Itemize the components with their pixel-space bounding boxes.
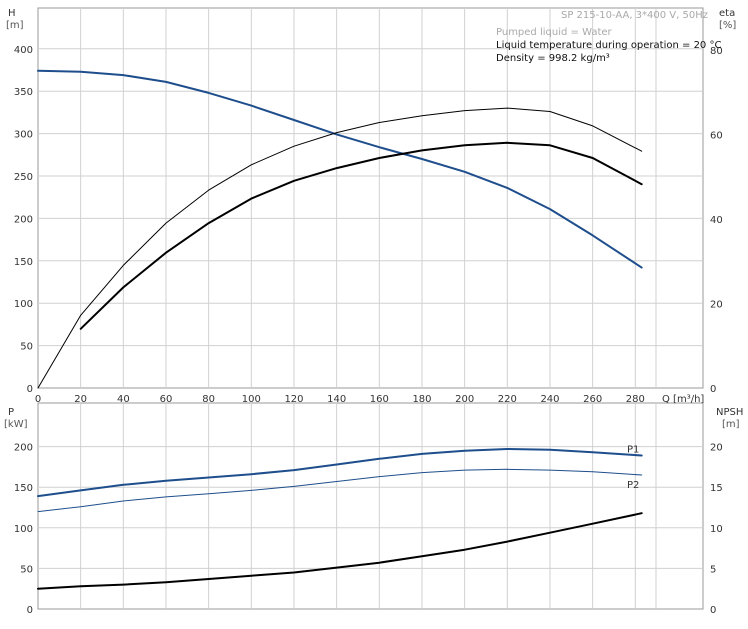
y-tick-label-power: 150 bbox=[14, 483, 33, 494]
grid-layer bbox=[37, 7, 704, 610]
x-tick-label: 140 bbox=[327, 394, 346, 405]
eta-curve-thin bbox=[37, 107, 643, 389]
y-tick-label-eta: 20 bbox=[710, 299, 723, 310]
y-tick-label-eta: 80 bbox=[710, 46, 723, 57]
curve-layer bbox=[37, 69, 643, 590]
y-tick-label-head: 300 bbox=[14, 130, 33, 141]
density-label: Density = 998.2 kg/m³ bbox=[496, 53, 610, 64]
y-tick-label-head: 50 bbox=[20, 342, 33, 353]
y-tick-label-npsh: 15 bbox=[710, 483, 723, 494]
x-tick-label: 160 bbox=[370, 394, 389, 405]
y-tick-label-eta: 60 bbox=[710, 130, 723, 141]
y-axis-unit-head: [m] bbox=[6, 20, 24, 31]
series-label-p1: P1 bbox=[627, 445, 639, 456]
series-label-p2: P2 bbox=[627, 480, 639, 491]
y-tick-label-eta: 0 bbox=[710, 384, 716, 395]
x-tick-label: 180 bbox=[412, 394, 431, 405]
liquid-label: Pumped liquid = Water bbox=[496, 27, 613, 38]
y-tick-label-head: 200 bbox=[14, 214, 33, 225]
head-curve bbox=[37, 69, 643, 269]
plot-frame bbox=[37, 7, 704, 389]
x-tick-label: 20 bbox=[74, 394, 87, 405]
x-tick-label: 80 bbox=[202, 394, 215, 405]
power-p1-curve bbox=[37, 448, 643, 498]
y-axis-label-npsh: NPSH bbox=[716, 407, 743, 418]
y-tick-label-power: 50 bbox=[20, 564, 33, 575]
power-p2-curve bbox=[37, 468, 643, 513]
y-tick-label-npsh: 10 bbox=[710, 524, 723, 535]
eta-curve-bold bbox=[79, 141, 643, 330]
y-tick-label-power: 200 bbox=[14, 443, 33, 454]
x-tick-label: 60 bbox=[160, 394, 173, 405]
y-tick-label-head: 400 bbox=[14, 45, 33, 56]
y-tick-label-power: 100 bbox=[14, 524, 33, 535]
y-tick-label-eta: 40 bbox=[710, 215, 723, 226]
x-tick-label: 120 bbox=[284, 394, 303, 405]
x-tick-label: 240 bbox=[540, 394, 559, 405]
x-tick-label: 260 bbox=[583, 394, 602, 405]
y-tick-label-npsh: 20 bbox=[710, 443, 723, 454]
plot-frame bbox=[37, 402, 704, 610]
temperature-label: Liquid temperature during operation = 20… bbox=[496, 40, 721, 51]
label-layer: SP 215-10-AA, 3*400 V, 50Hz Pumped liqui… bbox=[496, 10, 721, 491]
y-axis-label-eta: eta bbox=[719, 8, 735, 19]
y-tick-label-npsh: 0 bbox=[710, 605, 716, 616]
y-tick-label-head: 0 bbox=[27, 384, 33, 395]
y-axis-unit-npsh: [m] bbox=[722, 419, 740, 430]
y-axis-unit-eta: [%] bbox=[719, 20, 736, 31]
model-label: SP 215-10-AA, 3*400 V, 50Hz bbox=[561, 10, 708, 21]
x-tick-label: 40 bbox=[117, 394, 130, 405]
y-axis-label-head: H bbox=[8, 8, 16, 19]
y-tick-label-power: 0 bbox=[27, 605, 33, 616]
x-tick-label: 280 bbox=[626, 394, 645, 405]
x-tick-label: 100 bbox=[242, 394, 261, 405]
x-tick-label: 200 bbox=[455, 394, 474, 405]
y-axis-unit-power: [kW] bbox=[4, 419, 28, 430]
x-tick-label: 0 bbox=[35, 394, 41, 405]
npsh-curve bbox=[37, 512, 643, 590]
y-tick-label-head: 350 bbox=[14, 87, 33, 98]
x-tick-label: 220 bbox=[498, 394, 517, 405]
y-tick-label-head: 250 bbox=[14, 172, 33, 183]
y-tick-label-head: 150 bbox=[14, 257, 33, 268]
y-tick-label-head: 100 bbox=[14, 299, 33, 310]
axis-layer: 0501001502002503003504000204060801000204… bbox=[4, 8, 743, 616]
y-axis-label-power: P bbox=[8, 407, 14, 418]
y-tick-label-npsh: 5 bbox=[710, 564, 716, 575]
x-axis-label: Q [m³/h] bbox=[662, 394, 704, 405]
